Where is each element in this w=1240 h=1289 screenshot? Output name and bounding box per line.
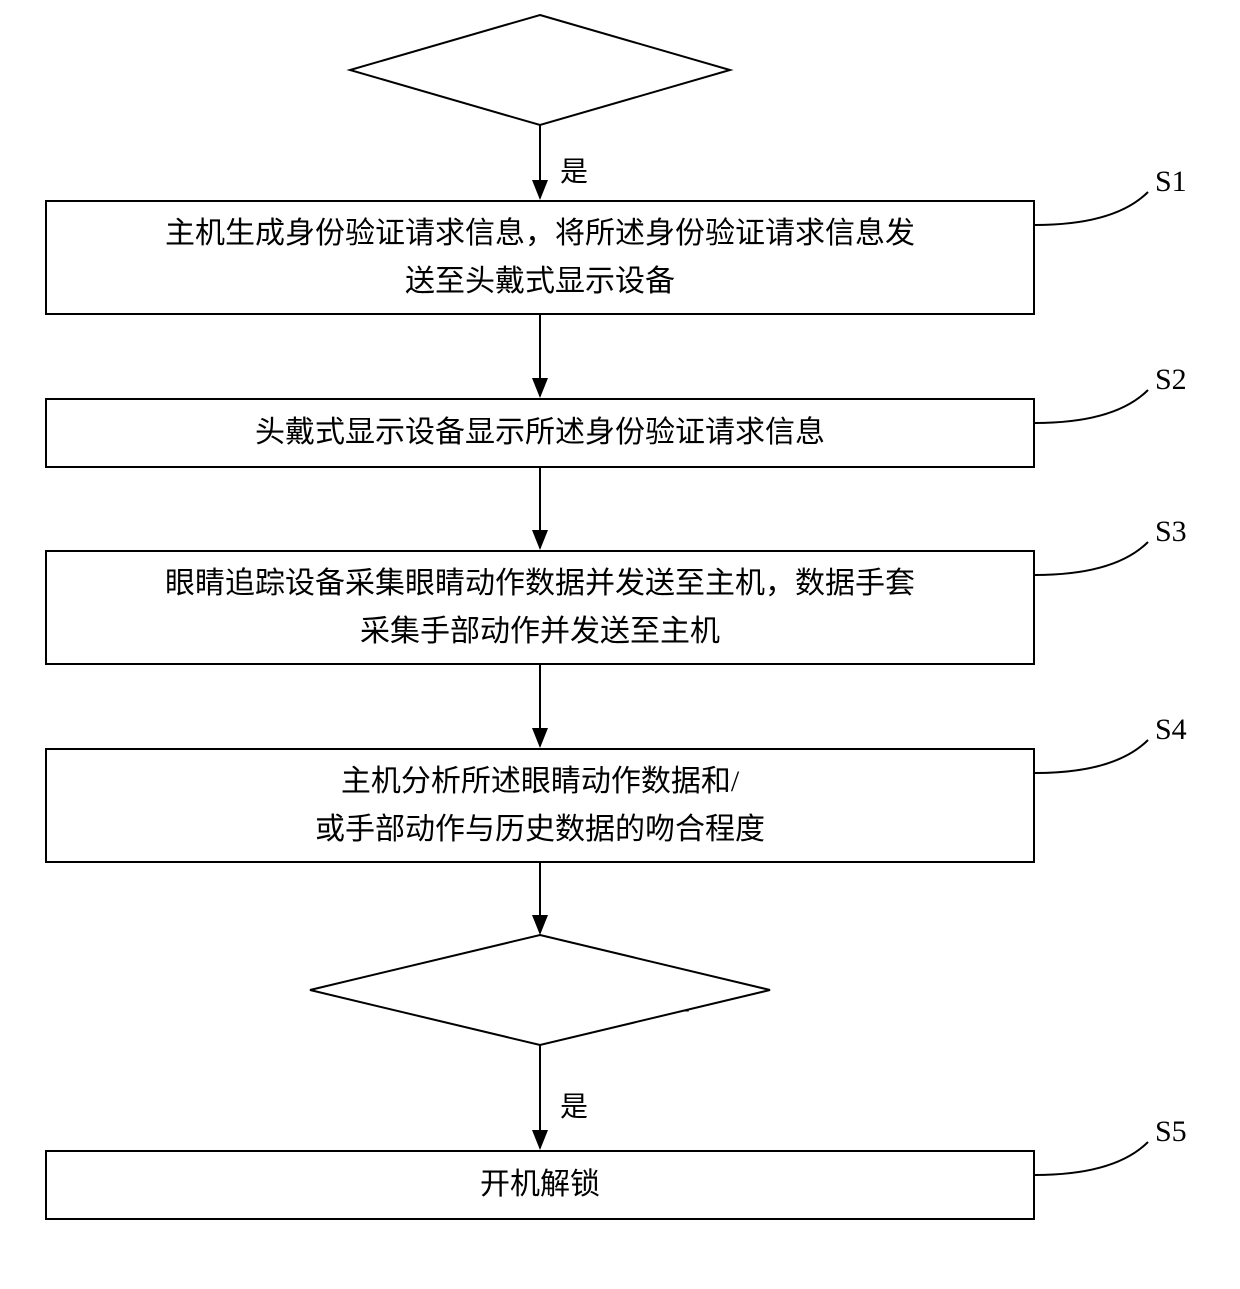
step-s1: 主机生成身份验证请求信息，将所述身份验证请求信息发 送至头戴式显示设备 [45, 200, 1035, 315]
step-s3: 眼睛追踪设备采集眼睛动作数据并发送至主机，数据手套 采集手部动作并发送至主机 [45, 550, 1035, 665]
start-decision-label: 开机初始化状态 [390, 55, 690, 99]
flowchart-container: 开机初始化状态 主机生成身份验证请求信息，将所述身份验证请求信息发 送至头戴式显… [0, 0, 1240, 1289]
step-s3-text: 眼睛追踪设备采集眼睛动作数据并发送至主机，数据手套 采集手部动作并发送至主机 [165, 560, 915, 656]
step-s5-text: 开机解锁 [480, 1161, 600, 1209]
callout-s1: S1 [1155, 165, 1187, 199]
threshold-decision-label: 吻合程度大于预设阈值 [370, 975, 710, 1019]
yes-label-2: 是 [560, 1085, 588, 1125]
callout-s4: S4 [1155, 713, 1187, 747]
callout-s5: S5 [1155, 1115, 1187, 1149]
step-s4-text: 主机分析所述眼睛动作数据和/ 或手部动作与历史数据的吻合程度 [315, 758, 765, 854]
step-s5: 开机解锁 [45, 1150, 1035, 1220]
step-s1-text: 主机生成身份验证请求信息，将所述身份验证请求信息发 送至头戴式显示设备 [165, 210, 915, 306]
step-s2: 头戴式显示设备显示所述身份验证请求信息 [45, 398, 1035, 468]
yes-label-1: 是 [560, 150, 588, 190]
step-s2-text: 头戴式显示设备显示所述身份验证请求信息 [255, 409, 825, 457]
callout-s2: S2 [1155, 363, 1187, 397]
step-s4: 主机分析所述眼睛动作数据和/ 或手部动作与历史数据的吻合程度 [45, 748, 1035, 863]
callout-s3: S3 [1155, 515, 1187, 549]
